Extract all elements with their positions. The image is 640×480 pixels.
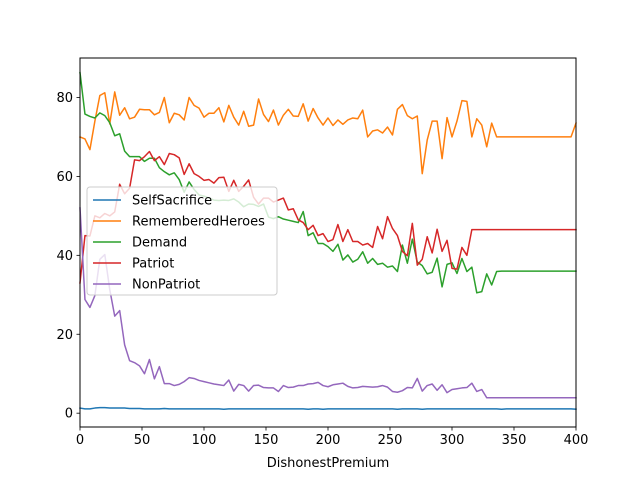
y-tick-label: 0 <box>65 407 73 422</box>
series-line-3 <box>79 150 577 284</box>
y-tick-label: 80 <box>56 91 73 106</box>
legend-label: RememberedHeroes <box>132 215 265 230</box>
legend-label: NonPatriot <box>132 278 200 293</box>
y-axis: 0 20 40 60 80 <box>56 91 80 422</box>
legend-label: SelfSacrifice <box>132 194 212 209</box>
x-tick-label: 400 <box>564 433 589 448</box>
x-tick-label: 300 <box>440 433 465 448</box>
series-line-4 <box>79 207 577 399</box>
series-line-0 <box>79 406 577 411</box>
y-tick-label: 60 <box>56 170 73 185</box>
x-axis-label: DishonestPremium <box>267 456 390 471</box>
x-axis: 0 50 100 150 200 250 300 350 400 <box>76 427 589 448</box>
y-tick-label: 20 <box>56 328 73 343</box>
series-line-2 <box>79 71 577 294</box>
x-tick-label: 50 <box>134 433 151 448</box>
legend: SelfSacrifice RememberedHeroes Demand Patri… <box>86 186 278 296</box>
x-tick-label: 100 <box>192 433 217 448</box>
series-layer <box>79 71 577 411</box>
x-tick-label: 0 <box>76 433 84 448</box>
x-tick-label: 350 <box>502 433 527 448</box>
y-tick-label: 40 <box>56 249 73 264</box>
series-line-1 <box>79 91 577 175</box>
legend-label: Demand <box>132 236 187 251</box>
x-tick-label: 250 <box>378 433 403 448</box>
x-tick-label: 150 <box>254 433 279 448</box>
x-tick-label: 200 <box>316 433 341 448</box>
legend-box <box>86 186 278 296</box>
legend-label: Patriot <box>132 257 174 272</box>
